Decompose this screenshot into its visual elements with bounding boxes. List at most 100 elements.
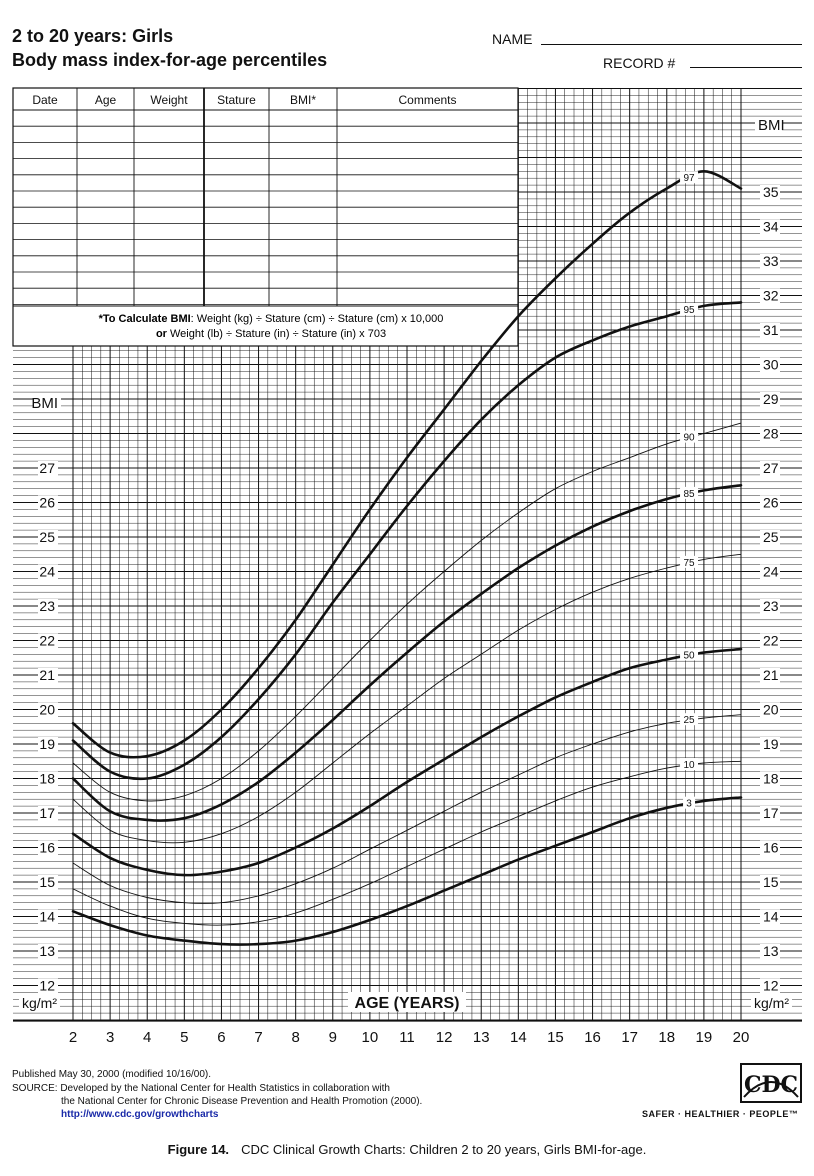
name-field[interactable] (541, 44, 802, 45)
y-tick-label-left: 18 (39, 771, 55, 787)
y-tick-label-left: 15 (39, 874, 55, 890)
y-tick-label-right: 31 (763, 322, 779, 338)
y-tick-label-right: 15 (763, 874, 779, 890)
x-tick-label: 8 (291, 1029, 299, 1046)
y-tick-label-left-bg (38, 633, 58, 649)
percentile-label-75: 75 (683, 558, 695, 569)
y-tick-label-right-bg (760, 806, 780, 821)
y-tick-label-left-bg (38, 944, 58, 959)
percentile-label-85: 85 (683, 489, 695, 500)
percentile-label-bg-75 (680, 555, 699, 568)
y-tick-label-left: 12 (39, 978, 55, 994)
name-label: NAME (492, 31, 533, 47)
y-tick-label-left-bg (38, 978, 58, 994)
percentile-label-bg-25 (680, 713, 699, 726)
percentile-curves (71, 169, 743, 946)
percentile-label-10: 10 (683, 760, 695, 771)
bmi-formula-line2: or Weight (lb) ÷ Stature (in) ÷ Stature … (156, 328, 386, 340)
y-tick-label-right: 28 (763, 426, 779, 442)
percentile-label-3: 3 (686, 799, 692, 810)
y-tick-label-right: 33 (763, 253, 779, 269)
y-tick-label-left: 16 (39, 840, 55, 856)
y-tick-label-right-bg (760, 737, 780, 752)
figure-number: Figure 14. (167, 1142, 230, 1157)
percentile-curve-3 (71, 796, 743, 946)
y-tick-label-left: 19 (39, 736, 55, 752)
record-table-header: BMI* (290, 93, 316, 107)
x-axis-title-bg (348, 992, 466, 1012)
record-table-lines (12, 87, 519, 347)
percentile-curve-50 (71, 647, 743, 877)
y-tick-label-right-bg (760, 564, 780, 580)
percentile-label-bg-3 (683, 796, 696, 809)
y-tick-label-right: 32 (763, 288, 779, 304)
y-axis-title-right: BMI (758, 117, 785, 134)
y-tick-label-right: 17 (763, 805, 779, 821)
y-tick-label-left: 24 (39, 564, 55, 580)
percentile-curve-10 (72, 760, 742, 926)
source-line1: SOURCE: Developed by the National Center… (12, 1083, 390, 1094)
y-tick-label-left: 26 (39, 495, 55, 511)
y-tick-label-right-bg (760, 875, 780, 890)
y-tick-label-left-bg (38, 909, 58, 925)
y-tick-label-right-bg (760, 357, 780, 373)
y-tick-label-right: 23 (763, 598, 779, 614)
y-tick-label-right: 22 (763, 633, 779, 649)
x-tick-label: 4 (143, 1029, 151, 1046)
percentile-label-bg-95 (680, 302, 699, 315)
percentile-labels: 97 95 90 85 75 50 25 10 3 (680, 171, 699, 810)
x-tick-label: 14 (510, 1029, 527, 1046)
record-table-header: Stature (217, 93, 256, 107)
x-tick-label: 10 (362, 1029, 379, 1046)
y-tick-label-left: 14 (39, 909, 55, 925)
y-tick-label-left: 13 (39, 943, 55, 959)
published-note: Published May 30, 2000 (modified 10/16/0… (12, 1069, 212, 1080)
y-tick-label-right-bg (760, 254, 780, 269)
formula-line2-bold: or (156, 328, 168, 340)
x-tick-label: 17 (621, 1029, 638, 1046)
y-tick-label-right: 34 (763, 219, 779, 235)
y-tick-label-left: 21 (39, 667, 55, 683)
y-tick-label-left-bg (38, 495, 58, 511)
record-field[interactable] (690, 67, 802, 68)
y-tick-label-right-bg (760, 599, 780, 614)
percentile-curve-85 (71, 484, 743, 822)
formula-line1-bold: *To Calculate BMI (99, 313, 191, 325)
x-tick-label: 18 (658, 1029, 675, 1046)
percentile-label-bg-10 (680, 758, 699, 771)
y-axis-title-left-bg (34, 396, 61, 411)
y-tick-label-right: 16 (763, 840, 779, 856)
record-table-header: Age (95, 93, 117, 107)
chart-title-line2: Body mass index-for-age percentiles (12, 50, 328, 70)
x-tick-label: 16 (584, 1029, 601, 1046)
y-tick-label-left: 22 (39, 633, 55, 649)
x-tick-label: 19 (696, 1029, 713, 1046)
x-tick-label: 3 (106, 1029, 114, 1046)
record-table-header: Weight (150, 93, 188, 107)
percentile-label-90: 90 (683, 433, 695, 444)
formula-line2-rest: Weight (lb) ÷ Stature (in) ÷ Stature (in… (167, 328, 386, 340)
cdc-tagline: SAFER · HEALTHIER · PEOPLE™ (642, 1109, 799, 1119)
percentile-curve-97 (71, 169, 743, 759)
y-tick-label-right-bg (760, 702, 780, 718)
y-tick-label-left-bg (38, 737, 58, 752)
unit-label-right: kg/m² (754, 995, 789, 1011)
growthcharts-link[interactable]: http://www.cdc.gov/growthcharts (61, 1109, 219, 1120)
y-tick-label-right: 18 (763, 771, 779, 787)
y-tick-label-right-bg (760, 530, 780, 545)
y-tick-label-right: 27 (763, 460, 779, 476)
x-tick-label: 12 (436, 1029, 453, 1046)
chart-title-line1: 2 to 20 years: Girls (12, 26, 174, 46)
cdc-logo-text: CDC (744, 1072, 798, 1098)
percentile-label-bg-90 (680, 430, 699, 443)
y-tick-label-right: 35 (763, 184, 779, 200)
cdc-logo-icon: CDC (740, 1063, 802, 1103)
unit-label-left: kg/m² (22, 995, 57, 1011)
percentile-label-97: 97 (683, 173, 695, 184)
y-tick-label-right-bg (760, 219, 780, 235)
unit-label-left-bg (19, 996, 60, 1011)
x-tick-label: 2 (69, 1029, 77, 1046)
source-line2: the National Center for Chronic Disease … (61, 1096, 423, 1107)
y-tick-label-left: 23 (39, 598, 55, 614)
figure-caption: Figure 14. CDC Clinical Growth Charts: Ch… (0, 1142, 814, 1157)
